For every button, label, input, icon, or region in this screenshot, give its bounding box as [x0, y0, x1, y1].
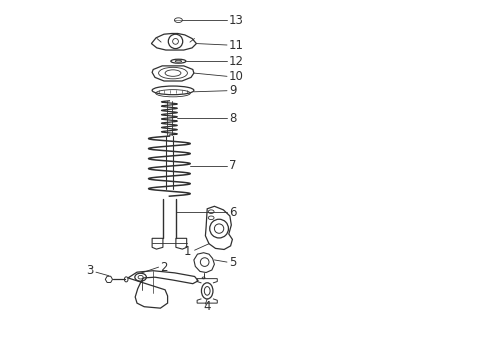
Text: 6: 6	[229, 206, 236, 219]
Text: 7: 7	[229, 159, 236, 172]
Text: 2: 2	[160, 261, 167, 274]
Text: 12: 12	[229, 55, 244, 68]
Text: 11: 11	[229, 39, 244, 51]
Text: 3: 3	[87, 264, 94, 277]
Text: 1: 1	[184, 245, 191, 258]
Text: 5: 5	[229, 256, 236, 269]
Text: 4: 4	[204, 300, 211, 313]
Text: 9: 9	[229, 84, 236, 97]
Text: 8: 8	[229, 112, 236, 125]
Text: 10: 10	[229, 70, 244, 83]
Text: 13: 13	[229, 14, 244, 27]
